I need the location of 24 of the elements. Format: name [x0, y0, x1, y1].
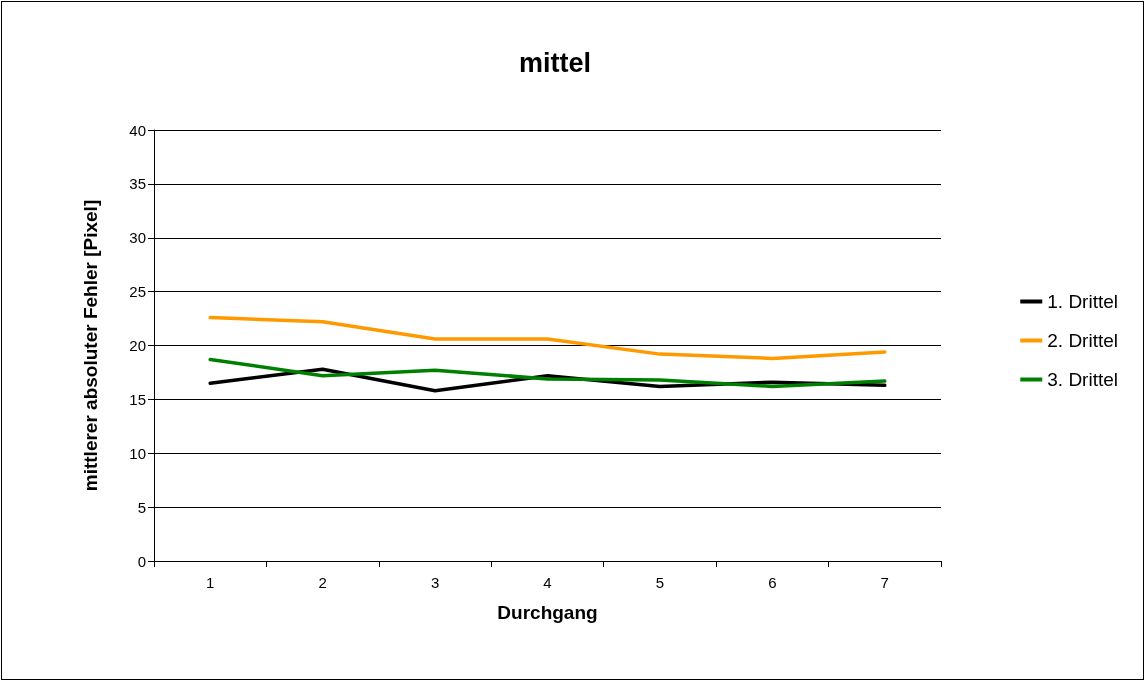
y-tick-label: 20 [129, 337, 146, 354]
y-tick-label: 10 [129, 444, 146, 462]
y-tick-label: 25 [129, 283, 146, 301]
x-tick-label: 5 [655, 574, 665, 591]
legend-label: 1. Drittel [1047, 291, 1119, 312]
y-tick-label: 30 [129, 229, 146, 247]
x-tick-label: 2 [318, 574, 327, 591]
x-tick-label: 1 [206, 574, 215, 591]
x-tick-label: 7 [880, 574, 889, 591]
y-axis-title: mittlerer absoluter Fehler [Pixel] [80, 199, 101, 492]
y-tick-label: 5 [137, 498, 146, 516]
y-tick-label: 0 [137, 552, 146, 570]
line-series [208, 315, 887, 361]
legend-label: 2. Drittel [1047, 330, 1119, 351]
chart-title: mittel [518, 47, 592, 78]
y-tick-label: 40 [129, 121, 146, 139]
legend-label: 3. Drittel [1047, 369, 1119, 390]
line-series [208, 357, 887, 389]
x-axis-title: Durchgang [497, 602, 598, 623]
y-tick-label: 35 [129, 175, 146, 193]
x-tick-label: 4 [543, 574, 552, 591]
y-tick-label: 15 [129, 390, 146, 408]
x-tick-label: 3 [430, 574, 440, 591]
x-tick-label: 6 [768, 574, 777, 591]
